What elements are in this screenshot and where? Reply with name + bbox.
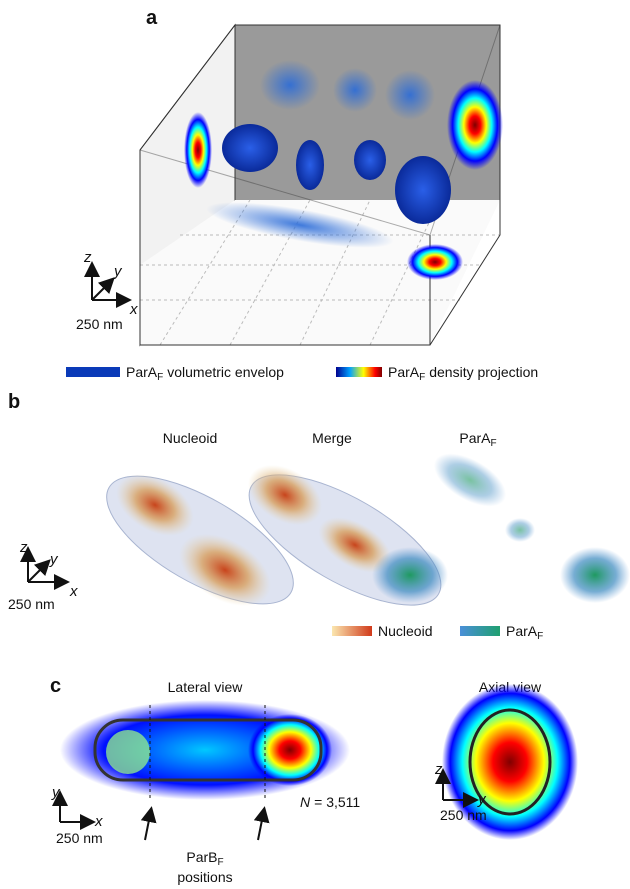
axis-letter: z (83, 249, 92, 266)
legend-label: Nucleoid (378, 623, 432, 639)
text-part: ParA (506, 623, 538, 639)
scale-label: 250 nm (440, 807, 487, 823)
text-part: Nucleoid (378, 623, 432, 639)
panel-label: a (146, 7, 158, 29)
axis-letter: z (19, 539, 28, 556)
figure: a z y x 250 nm ParAFvolumetric envelop P… (0, 0, 630, 889)
text-part: = 3,511 (314, 794, 360, 810)
axis-letter: y (49, 551, 59, 568)
legend-label: ParAF (506, 623, 543, 642)
axes-icon (28, 550, 66, 582)
axis-letter: y (113, 263, 123, 280)
axis-letter: z (434, 761, 443, 778)
text-part: F (157, 372, 163, 383)
panel-label: b (8, 391, 20, 413)
text-part: F (537, 631, 543, 642)
panel-label: c (50, 675, 61, 697)
legend-swatch (336, 367, 382, 377)
text-part: N (300, 794, 311, 810)
text-part: ParA (388, 364, 420, 380)
axis-letter: x (69, 583, 78, 600)
text-part: ParA (459, 430, 491, 446)
text-part: F (218, 857, 224, 868)
text-part: density projection (429, 364, 538, 380)
count-label: N= 3,511 (300, 794, 360, 810)
axis-letter: x (129, 301, 138, 318)
axes-icon (92, 265, 128, 300)
text-part: ParA (126, 364, 158, 380)
marker-label: positions (177, 869, 232, 885)
cell-renderings (88, 443, 630, 631)
text-part: F (491, 438, 497, 449)
text-part: Merge (312, 430, 352, 446)
scale-label: 250 nm (56, 830, 103, 846)
panel-title: ParAF (459, 430, 496, 449)
panel-title: Lateral view (168, 679, 244, 695)
scale-label: 250 nm (8, 596, 55, 612)
text-part: volumetric envelop (167, 364, 284, 380)
panel-title: Merge (312, 430, 352, 446)
text-part: F (419, 372, 425, 383)
volume-box (140, 25, 503, 345)
panel-title: Nucleoid (163, 430, 217, 446)
text-part: Nucleoid (163, 430, 217, 446)
lateral-heatmap (60, 700, 350, 840)
legend-swatch (332, 626, 372, 636)
scale-label: 250 nm (76, 316, 123, 332)
text-part: ParB (186, 849, 217, 865)
axis-letter: x (94, 813, 103, 830)
legend-swatch (460, 626, 500, 636)
marker-label: ParBF (186, 849, 223, 868)
legend-swatch (66, 367, 120, 377)
